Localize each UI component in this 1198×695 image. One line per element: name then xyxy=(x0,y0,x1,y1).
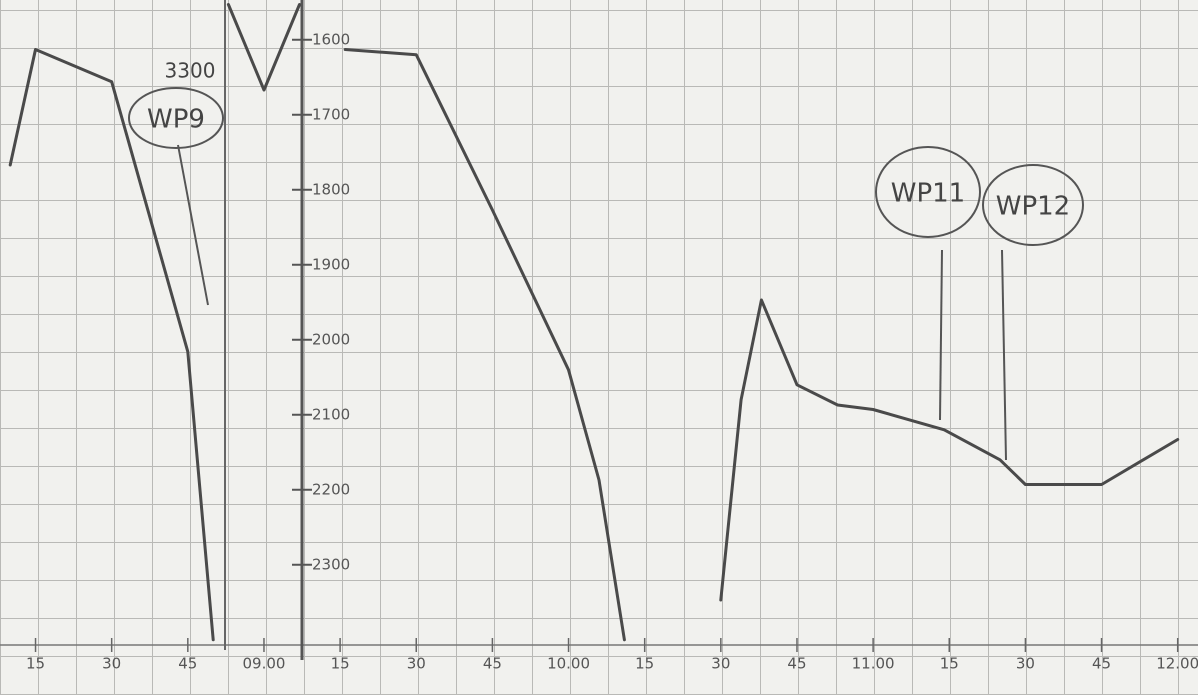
x-tick-label: 30 xyxy=(711,655,730,673)
y-tick-label: 2000 xyxy=(312,330,350,348)
annotation: WP12 xyxy=(996,192,1070,222)
x-tick-label: 45 xyxy=(178,655,197,673)
x-tick-label: 15 xyxy=(331,655,350,673)
y-tick-label: 2300 xyxy=(312,555,350,573)
x-tick-label: 12.00 xyxy=(1156,655,1198,673)
x-tick-label: 11.00 xyxy=(852,655,895,673)
annotation-bubble xyxy=(128,87,224,149)
line-series xyxy=(8,3,1180,642)
x-tick-label: 10.00 xyxy=(547,655,590,673)
annotation-bubble xyxy=(875,146,981,238)
x-tick-label: 45 xyxy=(483,655,502,673)
x-tick-label: 09.00 xyxy=(242,655,285,673)
y-tick-label: 1700 xyxy=(312,105,350,123)
annotation: WP11 xyxy=(891,179,965,209)
x-tick-label: 15 xyxy=(26,655,45,673)
y-tick-label: 1800 xyxy=(312,180,350,198)
leader-line xyxy=(177,144,209,306)
x-tick-label: 30 xyxy=(1016,655,1035,673)
y-tick-label: 1600 xyxy=(312,30,350,48)
x-tick-label: 15 xyxy=(635,655,654,673)
y-tick-label: 1900 xyxy=(312,255,350,273)
leader-line xyxy=(1001,249,1007,461)
annotation: WP9 xyxy=(147,105,205,135)
annotation-bubble xyxy=(982,164,1084,246)
leader-line xyxy=(939,249,943,421)
y-tick-label: 2200 xyxy=(312,480,350,498)
y-tick-label: 2100 xyxy=(312,405,350,423)
x-tick-label: 30 xyxy=(102,655,121,673)
x-tick-label: 15 xyxy=(940,655,959,673)
x-tick-label: 30 xyxy=(407,655,426,673)
annotation: 3300 xyxy=(165,59,216,83)
x-tick-label: 45 xyxy=(787,655,806,673)
x-tick-label: 45 xyxy=(1092,655,1111,673)
